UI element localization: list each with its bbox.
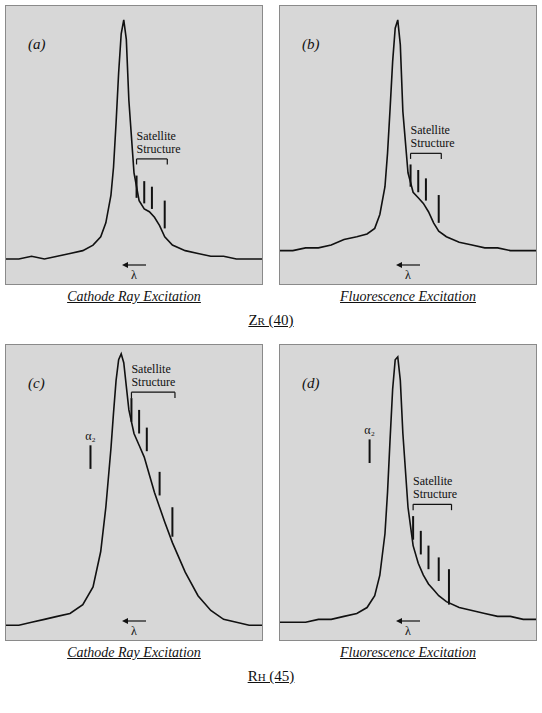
html-text:λ: λ <box>405 624 411 638</box>
svg-text:α₂: α₂ <box>85 429 95 443</box>
html-text:Rh (45): Rh (45) <box>247 668 295 684</box>
html-text:Fluorescence Excitation: Fluorescence Excitation <box>340 289 476 304</box>
html-text:(c): (c) <box>28 375 45 391</box>
html-text:λ: λ <box>131 624 137 638</box>
html-text:λ: λ <box>131 268 137 282</box>
html-text:Cathode Ray Excitation: Cathode Ray Excitation <box>67 645 201 660</box>
svg-text:α₂: α₂ <box>364 423 374 437</box>
svg-text:SatelliteStructure: SatelliteStructure <box>411 123 455 150</box>
html-text:(d): (d) <box>302 375 320 391</box>
svg-text:SatelliteStructure: SatelliteStructure <box>131 362 175 389</box>
html-text:Cathode Ray Excitation: Cathode Ray Excitation <box>67 289 201 304</box>
html-text:(b): (b) <box>302 36 320 52</box>
html-text:Fluorescence Excitation: Fluorescence Excitation <box>340 645 476 660</box>
html-text:(a): (a) <box>28 36 46 52</box>
svg-text:SatelliteStructure: SatelliteStructure <box>413 474 457 501</box>
html-text:λ: λ <box>405 268 411 282</box>
svg-text:SatelliteStructure: SatelliteStructure <box>137 129 181 156</box>
html-text:Zr (40): Zr (40) <box>248 312 294 328</box>
